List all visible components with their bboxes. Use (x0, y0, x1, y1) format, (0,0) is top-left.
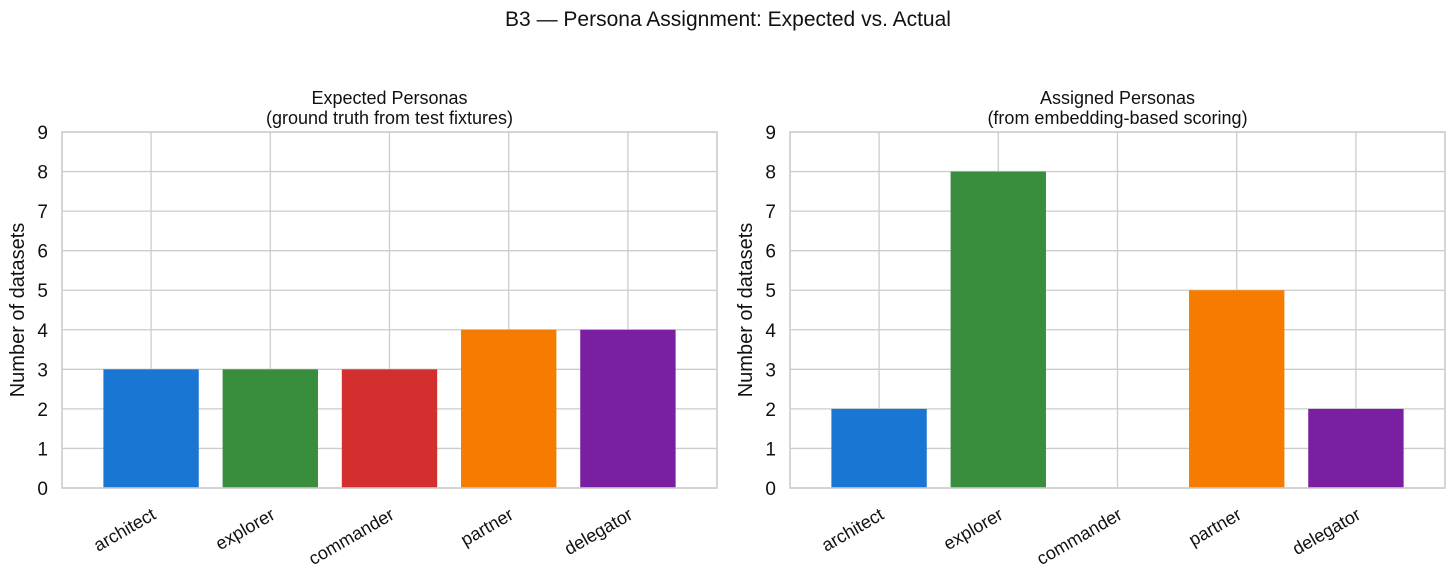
y-axis-label: Number of datasets (7, 223, 29, 398)
x-tick-label: explorer (940, 504, 1006, 554)
x-tick-label: delegator (561, 504, 636, 559)
y-axis-label: Number of datasets (735, 223, 757, 398)
y-tick-label: 5 (37, 281, 48, 302)
bar-architect (831, 408, 927, 488)
x-tick-label: partner (457, 504, 516, 550)
figure-title: B3 — Persona Assignment: Expected vs. Ac… (505, 8, 951, 31)
y-tick-label: 2 (37, 400, 48, 421)
x-tick-label: commander (305, 504, 397, 569)
chart-subtitle: (from embedding-based scoring) (987, 108, 1247, 128)
bar-architect (103, 369, 199, 488)
y-tick-label: 8 (765, 163, 776, 184)
y-tick-label: 5 (765, 281, 776, 302)
chart-assigned-personas: 0 1 2 3 4 5 6 7 8 9 architect explorer commander part… (735, 88, 1446, 569)
plot-frame (789, 131, 1446, 489)
chart-title: Expected Personas (311, 88, 467, 108)
x-tick-label: partner (1185, 504, 1244, 550)
y-tick-label: 0 (765, 479, 776, 500)
y-tick-label: 9 (37, 123, 48, 144)
chart-expected-personas: 0 1 2 3 4 5 6 7 8 9 architect explorer commander part… (7, 88, 718, 569)
y-tick-label: 8 (37, 163, 48, 184)
x-tick-label: architect (818, 504, 887, 555)
plot-frame (61, 131, 718, 489)
bar-delegator (580, 329, 676, 488)
x-tick-label: delegator (1289, 504, 1364, 559)
bar-delegator (1308, 408, 1404, 488)
bar-partner (1189, 290, 1285, 488)
x-tick-label: explorer (212, 504, 278, 554)
y-tick-label: 0 (37, 479, 48, 500)
y-tick-label: 6 (765, 242, 776, 263)
y-tick-label: 9 (765, 123, 776, 144)
chart-subtitle: (ground truth from test fixtures) (266, 108, 513, 128)
y-tick-label: 3 (765, 360, 776, 381)
y-tick-label: 4 (765, 321, 776, 342)
bar-partner (461, 329, 557, 488)
bar-commander (341, 369, 438, 488)
y-tick-label: 4 (37, 321, 48, 342)
y-tick-label: 7 (37, 202, 48, 223)
y-tick-label: 2 (765, 400, 776, 421)
bar-explorer (950, 171, 1046, 489)
y-tick-label: 3 (37, 360, 48, 381)
x-tick-label: architect (90, 504, 159, 555)
y-tick-label: 7 (765, 202, 776, 223)
y-tick-label: 6 (37, 242, 48, 263)
chart-title: Assigned Personas (1040, 88, 1195, 108)
x-tick-label: commander (1033, 504, 1125, 569)
y-tick-label: 1 (37, 439, 48, 460)
y-tick-label: 1 (765, 439, 776, 460)
bar-explorer (222, 369, 318, 488)
